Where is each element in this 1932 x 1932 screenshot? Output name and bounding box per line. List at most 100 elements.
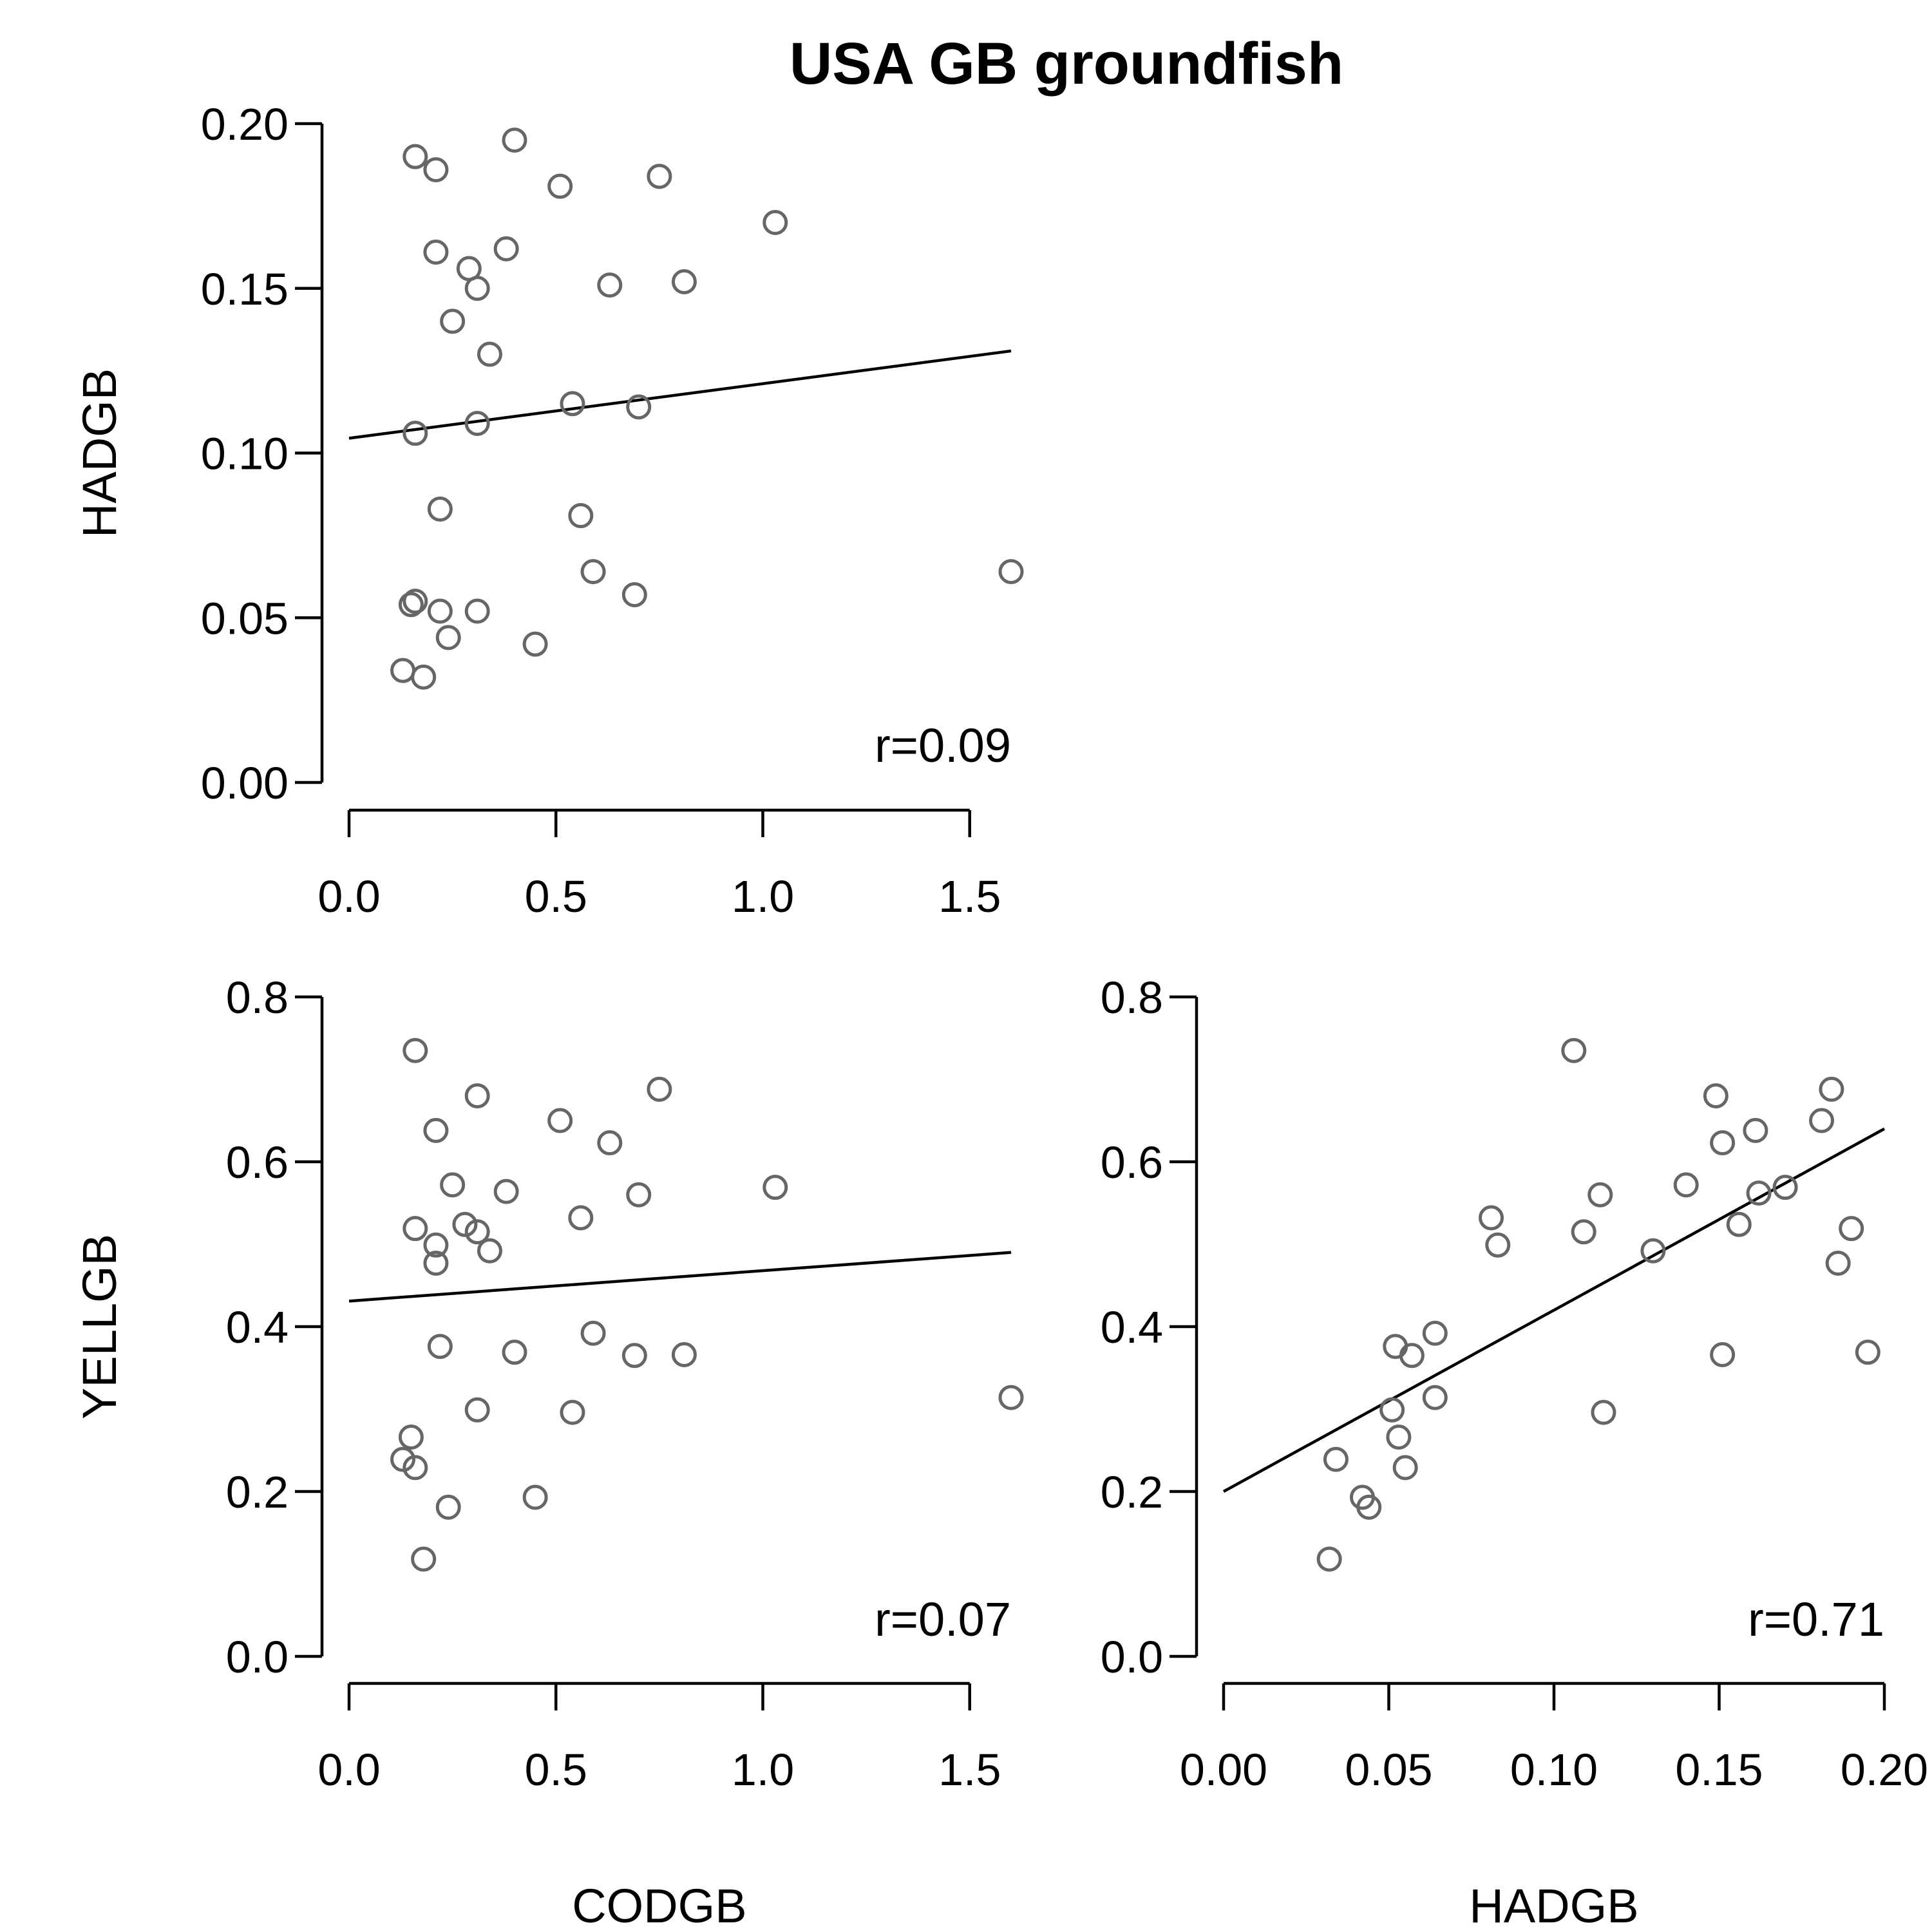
x-tick-label: 0.5 xyxy=(525,871,587,922)
data-point xyxy=(1591,1399,1616,1425)
data-point xyxy=(440,308,466,334)
data-point xyxy=(1839,1216,1864,1242)
data-point xyxy=(464,1219,490,1245)
data-point xyxy=(568,1205,594,1231)
panel-yell-vs-had: 0.0 0.2 0.4 0.6 0.8 0.00 0.05 0.10 0.15 0.20 HADGB… xyxy=(1101,972,1928,1932)
data-point xyxy=(502,1340,527,1365)
correlation-label: r=0.07 xyxy=(875,1593,1011,1646)
data-point xyxy=(762,1175,788,1200)
data-point xyxy=(427,1334,453,1359)
x-axis-label: HADGB xyxy=(1469,1879,1638,1932)
data-point xyxy=(452,1211,478,1237)
y-tick-label: 0.10 xyxy=(201,429,289,479)
data-point xyxy=(522,1484,548,1510)
data-point xyxy=(1422,1385,1448,1410)
data-point xyxy=(1323,1446,1349,1472)
data-point xyxy=(560,391,585,417)
data-point xyxy=(1386,1425,1412,1450)
y-tick-label: 0.8 xyxy=(226,972,289,1023)
data-point xyxy=(1710,1342,1736,1368)
regression-line xyxy=(348,349,1012,440)
data-point xyxy=(493,1179,519,1204)
data-point xyxy=(402,1455,428,1481)
data-point xyxy=(1571,1219,1596,1245)
data-point xyxy=(1479,1205,1504,1231)
data-point xyxy=(1819,1076,1844,1102)
data-point xyxy=(423,1232,449,1258)
x-tick-label: 0.05 xyxy=(1345,1745,1432,1795)
data-point xyxy=(411,1546,437,1572)
data-point xyxy=(647,1076,672,1102)
x-tick-label: 0.5 xyxy=(525,1745,587,1795)
data-point xyxy=(647,164,672,189)
data-point xyxy=(580,559,606,585)
data-point xyxy=(1422,1320,1448,1346)
data-point xyxy=(1399,1343,1425,1368)
x-tick-label: 0.0 xyxy=(317,1745,380,1795)
regression-line xyxy=(348,1251,1012,1303)
data-point xyxy=(402,144,428,169)
data-point xyxy=(1825,1250,1851,1276)
data-point xyxy=(411,664,437,690)
data-point xyxy=(1673,1172,1699,1198)
data-point xyxy=(1710,1130,1736,1156)
data-point xyxy=(1379,1397,1405,1423)
y-tick-label: 0.0 xyxy=(1101,1632,1163,1682)
y-axis-label: HADGB xyxy=(73,368,126,538)
data-point xyxy=(435,1494,461,1520)
data-point xyxy=(440,1172,466,1198)
data-point xyxy=(464,1083,490,1109)
correlation-label: r=0.71 xyxy=(1748,1593,1884,1646)
data-point xyxy=(493,236,519,261)
data-point xyxy=(402,589,428,614)
data-point xyxy=(398,1425,424,1450)
data-point xyxy=(423,157,449,183)
x-tick-label: 1.0 xyxy=(732,871,794,922)
data-point xyxy=(427,496,453,522)
data-point xyxy=(1587,1182,1613,1208)
y-tick-label: 0.6 xyxy=(226,1137,289,1188)
data-point xyxy=(560,1399,585,1425)
y-tick-label: 0.6 xyxy=(1101,1137,1163,1188)
data-point xyxy=(597,1130,623,1156)
data-point xyxy=(464,410,490,436)
data-point xyxy=(423,1250,449,1276)
y-tick-label: 0.2 xyxy=(226,1467,289,1517)
data-point xyxy=(671,1342,697,1368)
y-tick-label: 0.0 xyxy=(226,1632,289,1682)
data-point xyxy=(423,239,449,265)
data-point xyxy=(1485,1232,1511,1258)
x-tick-label: 0.20 xyxy=(1841,1745,1928,1795)
y-tick-label: 0.00 xyxy=(201,758,289,808)
data-point xyxy=(998,1385,1024,1410)
data-point xyxy=(477,1238,502,1264)
x-tick-label: 0.0 xyxy=(317,871,380,922)
data-point xyxy=(626,394,652,420)
data-point xyxy=(427,598,453,624)
data-point xyxy=(477,341,502,367)
x-tick-label: 0.00 xyxy=(1180,1745,1267,1795)
data-point xyxy=(1356,1494,1382,1520)
data-point xyxy=(597,272,623,298)
data-point xyxy=(522,631,548,657)
data-point xyxy=(435,625,461,650)
data-point xyxy=(464,1397,490,1423)
data-point xyxy=(1561,1037,1587,1063)
data-point xyxy=(762,209,788,235)
x-tick-label: 1.5 xyxy=(938,871,1001,922)
data-point xyxy=(1726,1211,1752,1237)
data-point xyxy=(626,1182,652,1208)
y-tick-label: 0.4 xyxy=(1101,1302,1163,1352)
data-point xyxy=(1703,1083,1728,1109)
y-tick-label: 0.05 xyxy=(201,593,289,643)
data-point xyxy=(1392,1455,1418,1481)
data-point xyxy=(402,1037,428,1063)
data-point xyxy=(1316,1546,1342,1572)
data-point xyxy=(547,1108,573,1133)
data-point xyxy=(402,421,428,446)
data-point xyxy=(502,128,527,153)
data-point xyxy=(547,173,573,199)
data-point xyxy=(621,582,647,607)
panel-yell-vs-cod: 0.0 0.2 0.4 0.6 0.8 0.0 0.5 1.0 1.5 YELLGB CODGB r=… xyxy=(73,972,1024,1932)
